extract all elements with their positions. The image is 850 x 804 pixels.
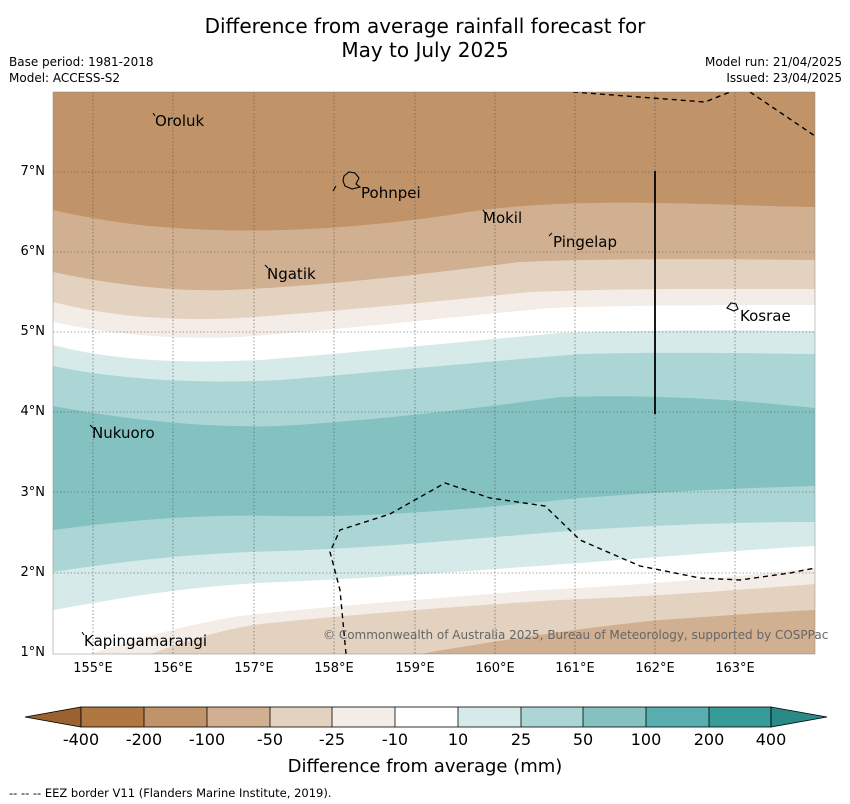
place-kapingamarangi: Kapingamarangi (84, 632, 208, 650)
place-ngatik: Ngatik (267, 265, 316, 283)
lat-label-1n: 1°N (20, 645, 46, 660)
title-line-2: May to July 2025 (341, 38, 509, 62)
colorbar-title: Difference from average (mm) (287, 756, 563, 777)
eez-border (329, 92, 815, 654)
lat-label-5n: 5°N (20, 324, 46, 339)
colorbar-tick: -50 (256, 730, 284, 749)
title-line-1: Difference from average rainfall forecas… (204, 14, 646, 38)
lon-label-155e: 155°E (73, 661, 113, 676)
lon-label-158e: 158°E (314, 661, 354, 676)
pohnpei-outline (342, 171, 362, 190)
colorbar-tick: -25 (318, 730, 346, 749)
lat-label-3n: 3°N (20, 485, 46, 500)
lon-label-157e: 157°E (234, 661, 274, 676)
lat-label-6n: 6°N (20, 244, 46, 259)
lon-label-160e: 160°E (475, 661, 515, 676)
place-oroluk: Oroluk (155, 112, 205, 130)
place-nukuoro: Nukuoro (92, 424, 155, 442)
colorbar-tick: 10 (447, 730, 469, 749)
band-minus-200 (53, 92, 815, 231)
colorbar-tick: 400 (755, 730, 787, 749)
copyright-notice: © Commonwealth of Australia 2025, Bureau… (323, 628, 829, 642)
place-kosrae: Kosrae (740, 307, 791, 325)
model-name: Model: ACCESS-S2 (9, 71, 121, 85)
place-mokil: Mokil (483, 209, 523, 227)
colorbar-right-arrow (770, 706, 828, 728)
colorbar-tick: 200 (693, 730, 725, 749)
colorbar-tick: -400 (62, 730, 100, 749)
band-minus-100-lower (420, 610, 815, 654)
map-frame (52, 91, 816, 655)
pohnpei-mark (332, 185, 337, 192)
rainfall-bands (53, 92, 815, 654)
base-period: Base period: 1981-2018 (9, 55, 154, 69)
colorbar-tick: -10 (381, 730, 409, 749)
lat-label-2n: 2°N (20, 565, 46, 580)
colorbar-left-arrow (24, 706, 82, 728)
lon-label-156e: 156°E (153, 661, 193, 676)
model-run: Model run: 21/04/2025 (704, 55, 842, 69)
lon-label-162e: 162°E (635, 661, 675, 676)
colorbar-tick: -100 (188, 730, 226, 749)
colorbar-tick: 50 (572, 730, 594, 749)
place-pingelap: Pingelap (553, 233, 618, 251)
colorbar-tick: -200 (125, 730, 163, 749)
eez-footnote: -- -- -- EEZ border V11 (Flanders Marine… (9, 786, 332, 800)
lon-label-159e: 159°E (395, 661, 435, 676)
island-outlines (81, 112, 739, 636)
lat-label-4n: 4°N (20, 404, 46, 419)
colorbar-tick: 25 (510, 730, 532, 749)
lat-label-7n: 7°N (20, 164, 46, 179)
kosrae-outline (726, 302, 739, 312)
place-pohnpei: Pohnpei (361, 184, 421, 202)
colorbar (24, 706, 828, 728)
issued-date: Issued: 23/04/2025 (726, 71, 842, 85)
lon-label-161e: 161°E (555, 661, 595, 676)
colorbar-tick: 100 (630, 730, 662, 749)
lon-label-163e: 163°E (715, 661, 755, 676)
